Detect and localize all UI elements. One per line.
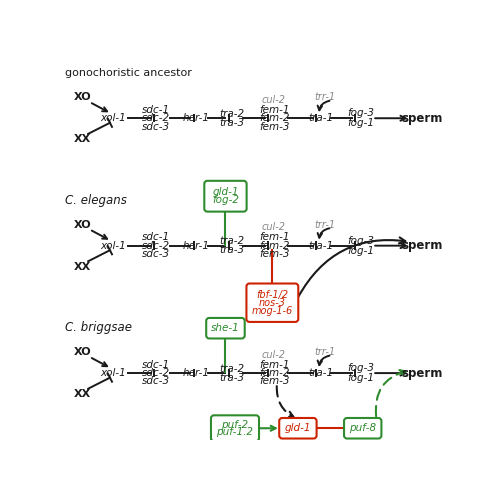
- FancyBboxPatch shape: [279, 418, 316, 439]
- Text: fog-3: fog-3: [347, 363, 374, 373]
- Text: sperm: sperm: [401, 112, 442, 125]
- Text: sdc-3: sdc-3: [142, 249, 170, 259]
- Text: sdc-1: sdc-1: [142, 360, 170, 370]
- Text: tra-1: tra-1: [308, 368, 334, 378]
- Text: cul-2: cul-2: [261, 350, 285, 360]
- Text: trr-1: trr-1: [314, 347, 335, 357]
- Text: trr-1: trr-1: [314, 92, 335, 102]
- Text: gld-1: gld-1: [285, 423, 311, 433]
- Text: fbf-1/2: fbf-1/2: [256, 290, 288, 300]
- Text: xol-1: xol-1: [100, 113, 126, 123]
- Text: she-1: she-1: [211, 323, 240, 333]
- Text: tra-2: tra-2: [220, 109, 245, 119]
- Text: sdc-2: sdc-2: [142, 241, 170, 250]
- FancyBboxPatch shape: [206, 318, 245, 338]
- Text: C. elegans: C. elegans: [65, 194, 127, 206]
- FancyBboxPatch shape: [211, 415, 259, 441]
- Text: gld-1: gld-1: [212, 187, 239, 197]
- Text: XX: XX: [74, 389, 91, 399]
- Text: fog-3: fog-3: [347, 236, 374, 246]
- Text: fem-2: fem-2: [260, 241, 290, 250]
- Text: tra-3: tra-3: [220, 118, 245, 128]
- Text: fem-3: fem-3: [260, 249, 290, 259]
- Text: sdc-3: sdc-3: [142, 376, 170, 386]
- Text: tra-2: tra-2: [220, 236, 245, 246]
- Text: gonochoristic ancestor: gonochoristic ancestor: [65, 68, 192, 78]
- Text: XX: XX: [74, 134, 91, 144]
- Text: fem-2: fem-2: [260, 368, 290, 378]
- Text: her-1: her-1: [182, 241, 209, 250]
- Text: puf-2: puf-2: [221, 420, 248, 430]
- Text: fog-2: fog-2: [212, 196, 239, 206]
- Text: XO: XO: [74, 220, 92, 230]
- Text: fog-1: fog-1: [347, 373, 374, 383]
- Text: trr-1: trr-1: [314, 220, 335, 230]
- Text: sdc-1: sdc-1: [142, 232, 170, 242]
- Text: fem-2: fem-2: [260, 113, 290, 123]
- FancyBboxPatch shape: [344, 418, 381, 439]
- Text: XO: XO: [74, 92, 92, 102]
- FancyBboxPatch shape: [246, 284, 298, 322]
- Text: sdc-2: sdc-2: [142, 113, 170, 123]
- Text: fog-1: fog-1: [347, 246, 374, 255]
- Text: nos-3: nos-3: [259, 298, 286, 308]
- Text: tra-2: tra-2: [220, 364, 245, 373]
- Text: sdc-3: sdc-3: [142, 122, 170, 131]
- Text: fem-3: fem-3: [260, 122, 290, 131]
- Text: fem-3: fem-3: [260, 376, 290, 386]
- Text: sdc-1: sdc-1: [142, 105, 170, 115]
- Text: XO: XO: [74, 347, 92, 357]
- Text: her-1: her-1: [182, 113, 209, 123]
- Text: xol-1: xol-1: [100, 241, 126, 250]
- Text: puf-8: puf-8: [349, 423, 376, 433]
- Text: fem-1: fem-1: [260, 360, 290, 370]
- Text: tra-3: tra-3: [220, 372, 245, 383]
- Text: tra-1: tra-1: [308, 241, 334, 250]
- Text: puf-1.2: puf-1.2: [216, 427, 253, 437]
- Text: fem-1: fem-1: [260, 232, 290, 242]
- Text: sperm: sperm: [401, 367, 442, 379]
- Text: sperm: sperm: [401, 239, 442, 252]
- Text: tra-1: tra-1: [308, 113, 334, 123]
- Text: fem-1: fem-1: [260, 105, 290, 115]
- Text: cul-2: cul-2: [261, 222, 285, 232]
- Text: cul-2: cul-2: [261, 95, 285, 105]
- Text: her-1: her-1: [182, 368, 209, 378]
- Text: sdc-2: sdc-2: [142, 368, 170, 378]
- Text: tra-3: tra-3: [220, 245, 245, 255]
- Text: xol-1: xol-1: [100, 368, 126, 378]
- Text: XX: XX: [74, 262, 91, 272]
- FancyBboxPatch shape: [204, 181, 246, 211]
- Text: fog-3: fog-3: [347, 108, 374, 118]
- Text: C. briggsae: C. briggsae: [65, 321, 132, 334]
- Text: fog-1: fog-1: [347, 118, 374, 128]
- Text: mog-1-6: mog-1-6: [252, 306, 293, 316]
